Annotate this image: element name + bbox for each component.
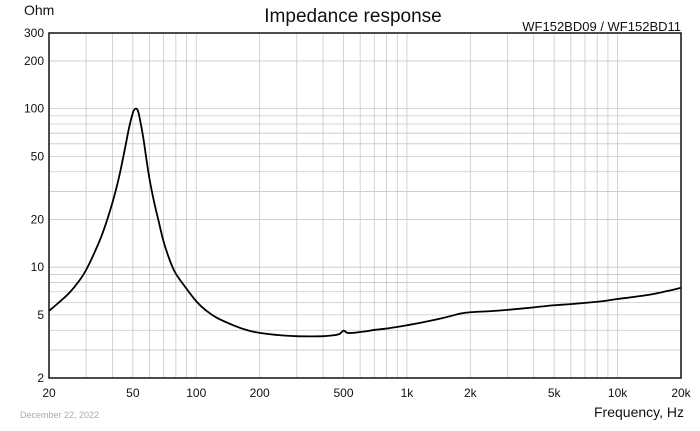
chart-date: December 22, 2022 — [20, 410, 99, 420]
x-tick-label: 5k — [548, 386, 562, 400]
x-tick-label: 200 — [250, 386, 270, 400]
x-tick-label: 50 — [126, 386, 140, 400]
y-tick-label: 100 — [24, 102, 44, 116]
y-axis-label: Ohm — [24, 2, 54, 18]
plot-frame — [48, 32, 682, 379]
x-tick-label: 1k — [401, 386, 415, 400]
x-tick-label: 10k — [608, 386, 628, 400]
x-tick-label: 20k — [671, 386, 691, 400]
y-tick-label: 2 — [37, 371, 44, 385]
y-tick-labels: 2 5 10 20 50 100 200 300 — [24, 26, 44, 385]
impedance-series-line — [48, 107, 682, 338]
x-tick-label: 500 — [333, 386, 353, 400]
chart-title: Impedance response — [264, 6, 441, 27]
series-layer — [48, 107, 682, 338]
x-tick-labels: 20 50 100 200 500 1k 2k 5k 10k 20k — [42, 386, 691, 400]
x-axis-label: Frequency, Hz — [594, 404, 684, 420]
x-tick-label: 2k — [464, 386, 478, 400]
y-tick-label: 200 — [24, 54, 44, 68]
y-tick-label: 10 — [31, 260, 45, 274]
y-tick-label: 300 — [24, 26, 44, 40]
x-tick-label: 100 — [186, 386, 206, 400]
y-tick-label: 50 — [31, 149, 45, 163]
chart-subtitle: WF152BD09 / WF152BD11 — [522, 19, 681, 34]
y-tick-label: 5 — [37, 308, 44, 322]
grid-lines — [49, 33, 681, 378]
x-tick-label: 20 — [42, 386, 56, 400]
y-tick-label: 20 — [31, 212, 45, 226]
